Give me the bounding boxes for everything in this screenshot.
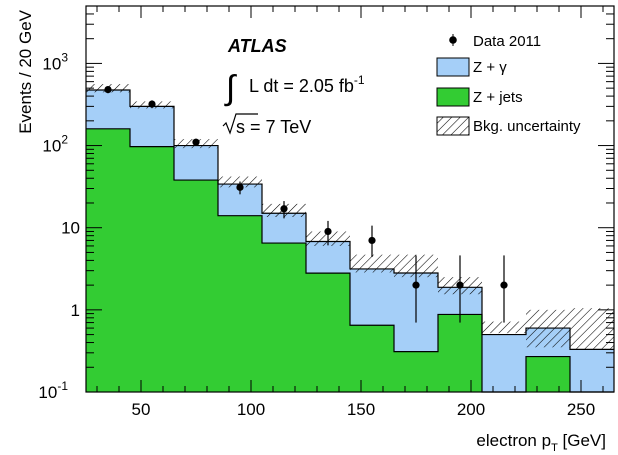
x-axis-title: electron pT [GeV]: [476, 431, 606, 454]
bar-zjets: [526, 356, 570, 392]
data-point: [368, 236, 376, 245]
y-tick-label: 10-1: [38, 379, 68, 402]
data-point: [104, 86, 112, 94]
total-outline: [86, 89, 614, 351]
sqrt-symbol: [222, 113, 258, 135]
bar-zgamma: [482, 334, 526, 392]
bar-zjets: [350, 325, 394, 392]
legend: Data 2011 Z + γ Z + jets Bkg. uncertaint…: [436, 33, 581, 136]
uncertainty-bin: [570, 308, 614, 350]
bar-zjets: [130, 146, 174, 392]
x-tick-label: 50: [132, 400, 151, 419]
axes: 50 100 150 200 250 10-1 1 10 102 103: [38, 5, 615, 419]
data-point: [280, 205, 288, 213]
bar-zjets: [218, 215, 262, 392]
legend-zjets-swatch: [436, 87, 470, 107]
data-point: [324, 227, 332, 236]
legend-zgamma-swatch: [436, 57, 470, 77]
bar-zjets: [262, 243, 306, 392]
energy-label: s = 7 TeV: [236, 117, 311, 137]
legend-data-label: Data 2011: [473, 33, 541, 50]
data-point: [456, 281, 464, 289]
bar-zjets: [306, 273, 350, 392]
data-point: [236, 183, 244, 191]
y-tick-label: 103: [42, 50, 68, 73]
data-point: [192, 138, 200, 146]
x-tick-label: 150: [347, 400, 375, 419]
legend-zjets-label: Z + jets: [473, 89, 523, 106]
x-tick-label: 200: [457, 400, 485, 419]
y-tick-label: 102: [42, 133, 68, 156]
x-tick-label: 100: [237, 400, 265, 419]
stacked-histogram: [86, 89, 614, 393]
y-axis-title: Events / 20 GeV: [16, 9, 35, 133]
data-point: [412, 281, 420, 289]
luminosity-label: L dt = 2.05 fb-1: [249, 73, 365, 96]
y-tick-label: 1: [71, 301, 80, 320]
bar-zjets: [174, 180, 218, 392]
data-points: [104, 86, 508, 323]
data-point: [148, 100, 156, 108]
bar-zgamma: [570, 349, 614, 392]
legend-zgamma-label: Z + γ: [473, 59, 507, 76]
integral-sign: ∫: [224, 69, 237, 107]
histogram-outlines: [86, 89, 614, 393]
legend-uncertainty-label: Bkg. uncertainty: [473, 118, 581, 135]
y-tick-label: 10: [61, 219, 80, 238]
zjets-outline: [86, 128, 614, 393]
plot-frame: [85, 5, 615, 393]
uncertainty-bin: [482, 321, 526, 334]
uncertainty-bin: [350, 254, 394, 273]
x-tick-label: 250: [567, 400, 595, 419]
bar-zjets: [438, 314, 482, 392]
data-point: [500, 281, 508, 289]
atlas-label: ATLAS: [227, 36, 287, 56]
legend-uncertainty-swatch: [436, 116, 470, 136]
bar-zjets: [394, 351, 438, 392]
